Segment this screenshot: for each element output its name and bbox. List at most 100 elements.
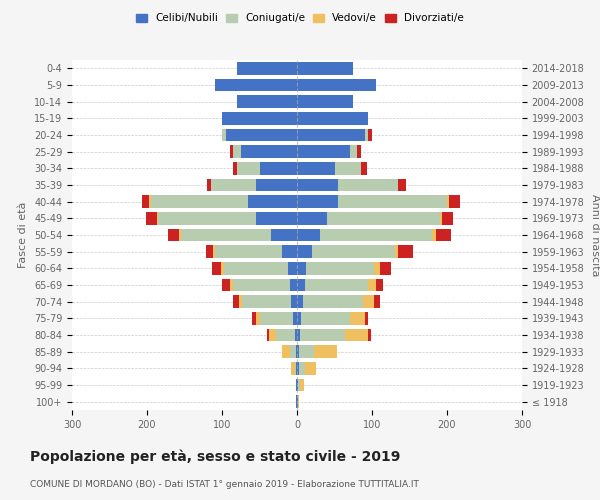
Legend: Celibi/Nubili, Coniugati/e, Vedovi/e, Divorziati/e: Celibi/Nubili, Coniugati/e, Vedovi/e, Di… bbox=[133, 10, 467, 26]
Bar bbox=[213, 246, 215, 258]
Bar bbox=[297, 212, 327, 224]
Bar bbox=[260, 312, 293, 324]
Bar bbox=[338, 196, 447, 208]
Bar bbox=[179, 229, 181, 241]
Bar bbox=[267, 329, 269, 341]
Bar bbox=[222, 112, 297, 124]
Bar bbox=[237, 162, 260, 174]
Bar bbox=[436, 229, 451, 241]
Bar bbox=[291, 362, 295, 374]
Bar bbox=[211, 179, 256, 191]
Bar bbox=[297, 78, 376, 91]
Bar bbox=[297, 312, 301, 324]
Bar bbox=[365, 312, 368, 324]
Bar bbox=[288, 262, 297, 274]
Bar bbox=[298, 379, 300, 391]
Bar bbox=[256, 312, 260, 324]
Bar bbox=[146, 212, 157, 224]
Bar bbox=[432, 229, 436, 241]
Bar bbox=[335, 162, 361, 174]
Bar bbox=[297, 246, 312, 258]
Bar bbox=[271, 229, 297, 241]
Bar bbox=[338, 179, 398, 191]
Bar bbox=[207, 179, 211, 191]
Bar bbox=[296, 396, 297, 408]
Bar bbox=[233, 162, 237, 174]
Bar bbox=[181, 229, 271, 241]
Bar bbox=[248, 196, 297, 208]
Bar bbox=[398, 246, 413, 258]
Bar bbox=[297, 96, 353, 108]
Text: COMUNE DI MORDANO (BO) - Dati ISTAT 1° gennaio 2019 - Elaborazione TUTTITALIA.IT: COMUNE DI MORDANO (BO) - Dati ISTAT 1° g… bbox=[30, 480, 419, 489]
Bar bbox=[205, 246, 213, 258]
Bar bbox=[222, 279, 229, 291]
Bar bbox=[305, 279, 368, 291]
Bar bbox=[301, 312, 349, 324]
Bar bbox=[449, 196, 460, 208]
Bar bbox=[256, 179, 297, 191]
Bar bbox=[296, 362, 297, 374]
Bar bbox=[229, 146, 233, 158]
Bar bbox=[242, 296, 291, 308]
Bar bbox=[297, 296, 303, 308]
Bar bbox=[297, 379, 298, 391]
Bar bbox=[212, 262, 221, 274]
Bar bbox=[233, 296, 239, 308]
Bar bbox=[149, 196, 151, 208]
Bar bbox=[297, 179, 338, 191]
Bar bbox=[349, 146, 357, 158]
Bar bbox=[312, 246, 395, 258]
Bar bbox=[226, 128, 297, 141]
Bar bbox=[349, 312, 365, 324]
Bar bbox=[158, 212, 256, 224]
Bar bbox=[297, 162, 335, 174]
Bar bbox=[299, 346, 314, 358]
Bar bbox=[297, 146, 349, 158]
Bar bbox=[142, 196, 149, 208]
Bar bbox=[151, 196, 248, 208]
Bar bbox=[380, 262, 391, 274]
Bar bbox=[361, 162, 367, 174]
Bar bbox=[376, 279, 383, 291]
Y-axis label: Anni di nascita: Anni di nascita bbox=[590, 194, 600, 276]
Bar bbox=[297, 362, 299, 374]
Bar bbox=[297, 262, 306, 274]
Bar bbox=[215, 78, 297, 91]
Bar bbox=[293, 312, 297, 324]
Bar bbox=[260, 162, 297, 174]
Bar bbox=[299, 362, 305, 374]
Bar bbox=[442, 212, 453, 224]
Bar bbox=[297, 128, 365, 141]
Bar bbox=[297, 196, 338, 208]
Bar bbox=[314, 346, 337, 358]
Bar bbox=[365, 128, 368, 141]
Bar bbox=[295, 362, 296, 374]
Bar bbox=[357, 146, 361, 158]
Bar bbox=[297, 279, 305, 291]
Text: Popolazione per età, sesso e stato civile - 2019: Popolazione per età, sesso e stato civil… bbox=[30, 450, 400, 464]
Bar bbox=[233, 279, 290, 291]
Bar bbox=[363, 296, 374, 308]
Bar bbox=[368, 279, 376, 291]
Bar bbox=[291, 296, 297, 308]
Bar bbox=[300, 379, 304, 391]
Bar bbox=[241, 146, 297, 158]
Bar bbox=[224, 262, 288, 274]
Bar bbox=[305, 362, 316, 374]
Bar bbox=[222, 128, 226, 141]
Bar bbox=[320, 229, 432, 241]
Bar bbox=[296, 379, 297, 391]
Y-axis label: Fasce di età: Fasce di età bbox=[19, 202, 28, 268]
Bar bbox=[439, 212, 442, 224]
Bar bbox=[252, 312, 256, 324]
Bar bbox=[297, 396, 298, 408]
Bar bbox=[398, 179, 406, 191]
Bar bbox=[229, 279, 233, 291]
Bar bbox=[237, 96, 297, 108]
Bar bbox=[306, 262, 373, 274]
Bar bbox=[282, 346, 290, 358]
Bar bbox=[168, 229, 179, 241]
Bar bbox=[269, 329, 276, 341]
Bar bbox=[298, 396, 299, 408]
Bar bbox=[300, 329, 345, 341]
